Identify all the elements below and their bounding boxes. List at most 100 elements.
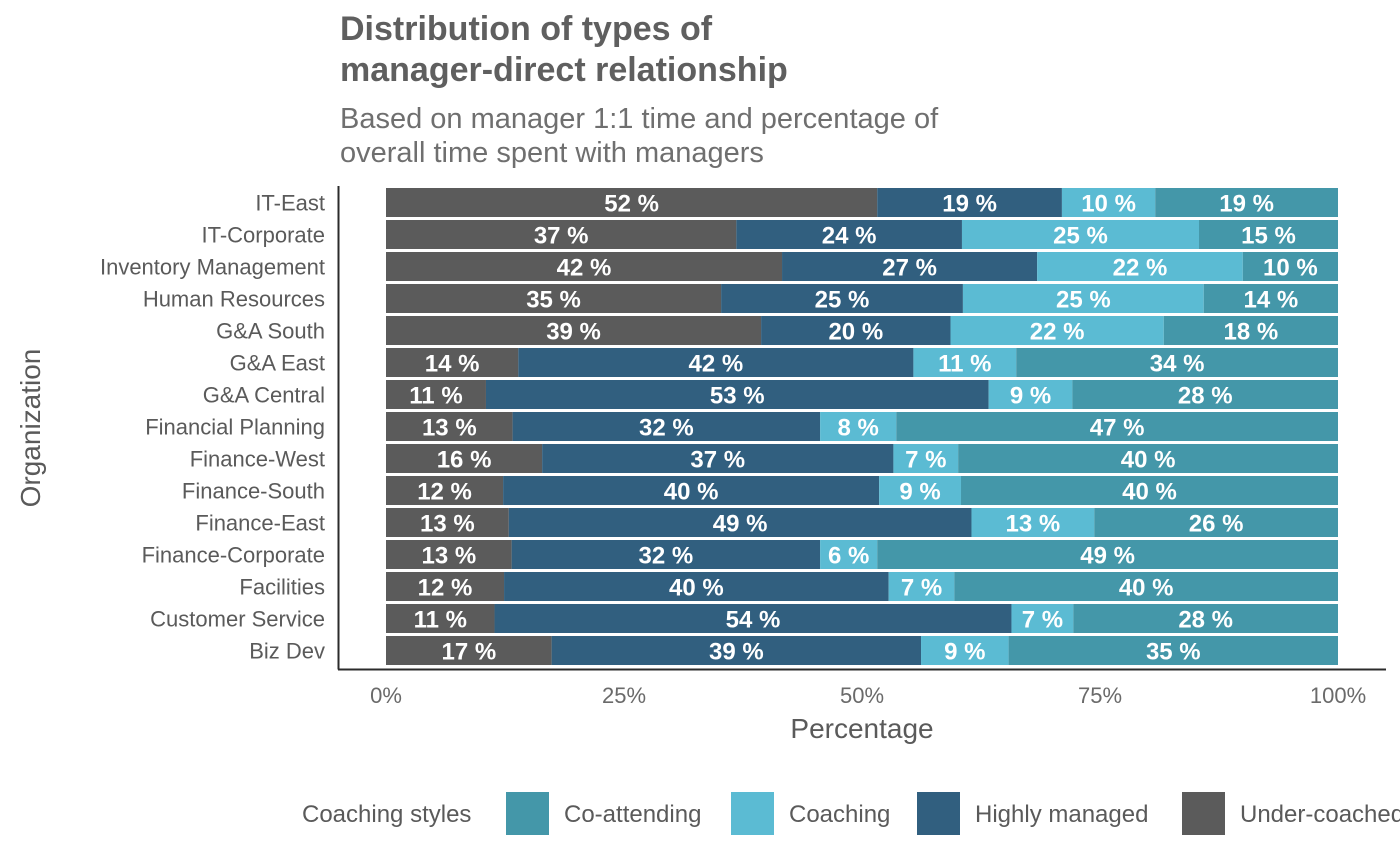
data-label-finance-south-coaching: 9 %: [899, 479, 940, 506]
data-label-facilities-co-attending: 40 %: [1119, 575, 1174, 602]
data-label-finance-west-highly-managed: 37 %: [690, 447, 745, 474]
data-label-g-a-east-coaching: 11 %: [938, 351, 991, 378]
data-label-g-a-east-under-coached: 14 %: [425, 351, 480, 378]
chart-title-line-2: manager-direct relationship: [340, 51, 788, 89]
bar-g-a-east-highly-managed: [518, 348, 914, 377]
bar-g-a-south-highly-managed: [761, 316, 951, 345]
bar-it-east-co-attending: [1155, 188, 1338, 217]
data-label-financial-planning-co-attending: 47 %: [1090, 415, 1145, 442]
data-label-g-a-east-co-attending: 34 %: [1150, 351, 1205, 378]
bar-human-resources-under-coached: [386, 284, 722, 313]
bar-customer-service-coaching: [1011, 604, 1074, 633]
bar-g-a-east-under-coached: [386, 348, 519, 377]
data-label-facilities-under-coached: 12 %: [418, 575, 473, 602]
bar-finance-south-highly-managed: [503, 476, 880, 505]
legend-swatch-co-attending: [506, 792, 549, 835]
data-label-inventory-management-coaching: 22 %: [1113, 255, 1168, 282]
x-tick-label-100: 100%: [1310, 683, 1366, 708]
data-label-customer-service-coaching: 7 %: [1022, 607, 1063, 634]
category-label-human-resources: Human Resources: [143, 287, 325, 312]
bar-it-east-under-coached: [386, 188, 878, 217]
data-label-it-corporate-co-attending: 15 %: [1241, 223, 1296, 250]
bar-it-east-coaching: [1061, 188, 1156, 217]
data-label-g-a-central-highly-managed: 53 %: [710, 383, 765, 410]
data-label-finance-south-highly-managed: 40 %: [664, 479, 719, 506]
bar-finance-corporate-coaching: [820, 540, 878, 569]
bar-finance-corporate-co-attending: [877, 540, 1338, 569]
bar-biz-dev-under-coached: [386, 636, 552, 665]
data-label-g-a-south-coaching: 22 %: [1030, 319, 1085, 346]
data-label-g-a-east-highly-managed: 42 %: [689, 351, 744, 378]
bar-inventory-management-co-attending: [1242, 252, 1338, 281]
legend-label-highly-managed: Highly managed: [975, 801, 1148, 828]
bar-facilities-co-attending: [954, 572, 1338, 601]
bar-customer-service-highly-managed: [494, 604, 1012, 633]
data-label-g-a-central-co-attending: 28 %: [1178, 383, 1233, 410]
data-label-it-corporate-under-coached: 37 %: [534, 223, 589, 250]
legend-title: Coaching styles: [302, 801, 471, 828]
bar-finance-south-under-coached: [386, 476, 504, 505]
legend-swatch-under-coached: [1182, 792, 1225, 835]
bar-facilities-under-coached: [386, 572, 505, 601]
category-label-g-a-east: G&A East: [230, 351, 325, 376]
category-label-customer-service: Customer Service: [150, 607, 325, 632]
bar-it-corporate-under-coached: [386, 220, 737, 249]
data-label-financial-planning-under-coached: 13 %: [422, 415, 477, 442]
chart-subtitle-line-2: overall time spent with managers: [340, 137, 764, 169]
bar-customer-service-under-coached: [386, 604, 495, 633]
data-label-human-resources-co-attending: 14 %: [1244, 287, 1299, 314]
bar-it-corporate-coaching: [961, 220, 1200, 249]
bar-facilities-highly-managed: [504, 572, 889, 601]
y-axis-labels: IT-East IT-Corporate Inventory Management H…: [100, 191, 325, 664]
data-label-facilities-highly-managed: 40 %: [669, 575, 724, 602]
bar-g-a-central-co-attending: [1072, 380, 1338, 409]
bar-g-a-east-coaching: [913, 348, 1017, 377]
data-label-customer-service-co-attending: 28 %: [1178, 607, 1233, 634]
category-label-g-a-central: G&A Central: [203, 383, 325, 408]
bar-finance-corporate-under-coached: [386, 540, 512, 569]
data-label-finance-south-under-coached: 12 %: [417, 479, 472, 506]
chart-title: Distribution of types of manager-direct …: [340, 10, 788, 89]
bar-finance-west-highly-managed: [542, 444, 894, 473]
data-label-g-a-south-under-coached: 39 %: [546, 319, 601, 346]
bar-human-resources-co-attending: [1203, 284, 1338, 313]
legend-label-under-coached: Under-coached: [1240, 801, 1400, 828]
data-label-inventory-management-co-attending: 10 %: [1263, 255, 1318, 282]
data-label-inventory-management-under-coached: 42 %: [557, 255, 612, 282]
bar-facilities-coaching: [888, 572, 955, 601]
bar-finance-east-highly-managed: [508, 508, 972, 537]
bar-finance-east-coaching: [971, 508, 1095, 537]
bar-it-corporate-highly-managed: [736, 220, 962, 249]
bar-g-a-central-under-coached: [386, 380, 486, 409]
bar-biz-dev-highly-managed: [551, 636, 922, 665]
data-label-finance-east-highly-managed: 49 %: [713, 511, 768, 538]
data-label-finance-corporate-coaching: 6 %: [828, 543, 869, 570]
data-label-it-corporate-coaching: 25 %: [1053, 223, 1108, 250]
data-label-finance-east-coaching: 13 %: [1006, 511, 1061, 538]
data-label-g-a-central-under-coached: 11 %: [409, 383, 462, 410]
category-label-finance-corporate: Finance-Corporate: [142, 543, 325, 568]
category-label-facilities: Facilities: [239, 575, 325, 600]
chart-title-line-1: Distribution of types of: [340, 10, 713, 48]
bar-finance-east-co-attending: [1094, 508, 1338, 537]
bar-finance-west-co-attending: [958, 444, 1338, 473]
data-label-biz-dev-co-attending: 35 %: [1146, 639, 1201, 666]
data-label-finance-east-under-coached: 13 %: [420, 511, 475, 538]
bar-finance-east-under-coached: [386, 508, 509, 537]
category-label-it-east: IT-East: [255, 191, 325, 216]
data-label-g-a-south-co-attending: 18 %: [1224, 319, 1279, 346]
category-label-it-corporate: IT-Corporate: [202, 223, 326, 248]
bar-inventory-management-coaching: [1037, 252, 1243, 281]
x-tick-label-0: 0%: [370, 683, 402, 708]
data-label-human-resources-coaching: 25 %: [1056, 287, 1111, 314]
data-label-biz-dev-highly-managed: 39 %: [709, 639, 764, 666]
x-axis-title: Percentage: [790, 713, 933, 744]
bar-finance-corporate-highly-managed: [511, 540, 821, 569]
bar-g-a-east-co-attending: [1016, 348, 1338, 377]
data-label-g-a-south-highly-managed: 20 %: [828, 319, 883, 346]
legend-label-coaching: Coaching: [789, 801, 890, 828]
data-label-finance-corporate-highly-managed: 32 %: [639, 543, 694, 570]
bar-financial-planning-co-attending: [896, 412, 1338, 441]
bar-human-resources-coaching: [962, 284, 1204, 313]
data-label-finance-south-co-attending: 40 %: [1122, 479, 1177, 506]
